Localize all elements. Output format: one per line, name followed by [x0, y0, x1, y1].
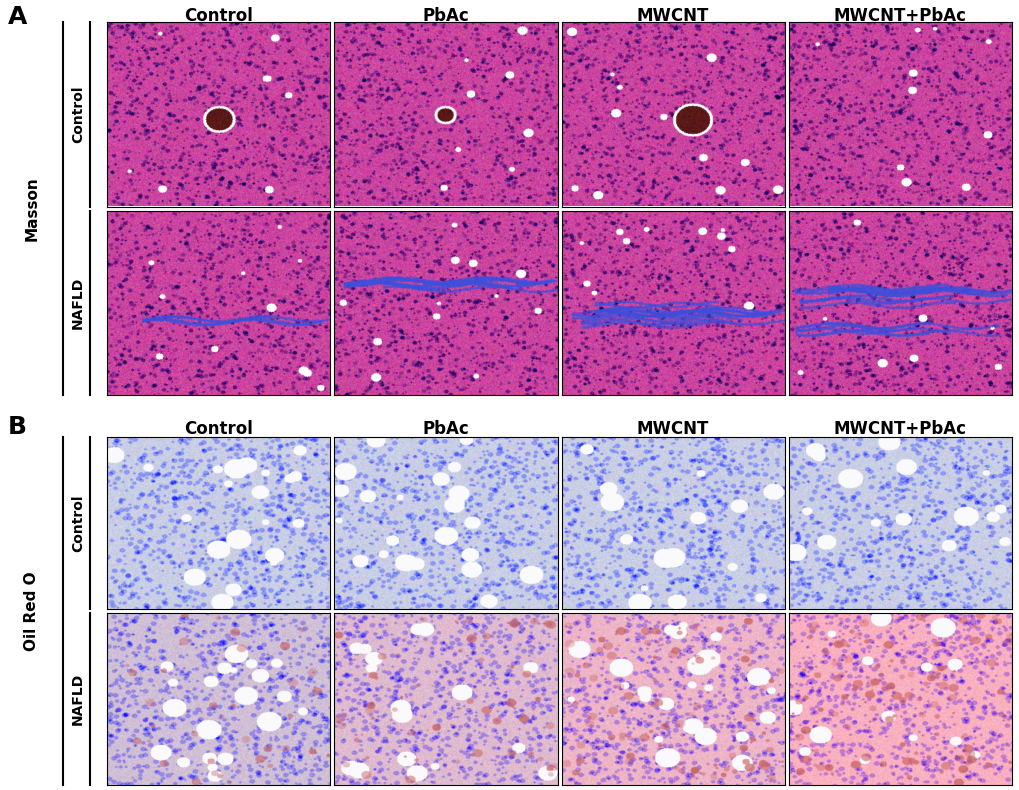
Text: PbAc: PbAc	[422, 420, 469, 438]
Text: Control: Control	[184, 420, 253, 438]
Text: MWCNT: MWCNT	[636, 7, 708, 25]
Text: MWCNT+PbAc: MWCNT+PbAc	[834, 420, 966, 438]
Text: B: B	[8, 415, 26, 439]
Text: MWCNT+PbAc: MWCNT+PbAc	[834, 7, 966, 25]
Text: Control: Control	[71, 85, 85, 143]
Text: NAFLD: NAFLD	[71, 276, 85, 329]
Text: NAFLD: NAFLD	[71, 673, 85, 725]
Text: PbAc: PbAc	[422, 7, 469, 25]
Text: A: A	[8, 5, 28, 29]
Text: MWCNT: MWCNT	[636, 420, 708, 438]
Text: Control: Control	[184, 7, 253, 25]
Text: Control: Control	[71, 495, 85, 551]
Text: Masson: Masson	[24, 176, 40, 241]
Text: Oil Red O: Oil Red O	[24, 571, 40, 651]
